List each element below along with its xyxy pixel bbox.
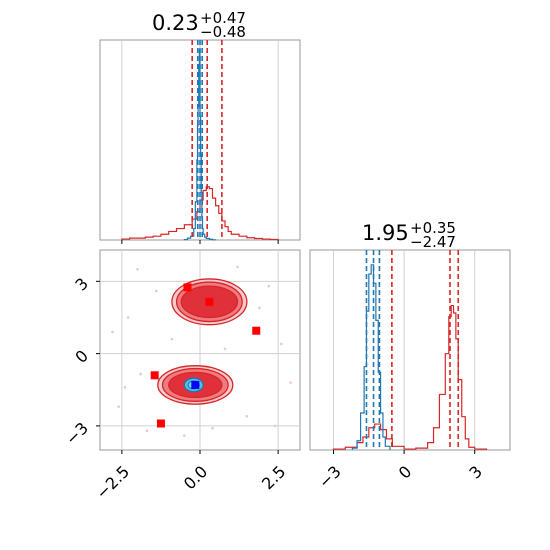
red-histogram-param2 bbox=[332, 304, 488, 450]
param2-title-minus: −2.47 bbox=[410, 233, 456, 251]
red-marker bbox=[252, 326, 261, 335]
scatter-point bbox=[126, 316, 130, 319]
param2-title: 1.95 bbox=[362, 221, 409, 245]
scatter-point bbox=[279, 342, 283, 346]
tick-label-param2-x: 3 bbox=[465, 462, 486, 483]
red-marker bbox=[150, 371, 159, 380]
scatter-point bbox=[223, 347, 227, 351]
param1-title: 0.23 bbox=[152, 11, 199, 35]
scatter-point bbox=[139, 372, 142, 376]
param1-title-plus: +0.47 bbox=[200, 9, 246, 27]
blue-histogram-param2 bbox=[351, 264, 391, 450]
tick-label-param2-x: −3 bbox=[315, 462, 345, 492]
tick-label-joint-x: 2.5 bbox=[258, 462, 289, 493]
scatter-point bbox=[273, 424, 277, 428]
scatter-point bbox=[245, 414, 249, 418]
param1-title-value: 0.23 bbox=[152, 11, 199, 35]
tick-label-joint-y: −3 bbox=[62, 418, 92, 448]
scatter-point bbox=[183, 434, 186, 437]
scatter-point bbox=[154, 289, 158, 293]
tick-label-joint-y: 3 bbox=[71, 274, 92, 295]
scatter-point bbox=[145, 429, 149, 433]
scatter-point bbox=[236, 265, 239, 269]
tick-label-joint-y: 0 bbox=[71, 346, 92, 367]
blue-marker bbox=[191, 380, 200, 389]
scatter-point bbox=[123, 386, 127, 389]
param1-title-minus: −0.48 bbox=[200, 23, 246, 41]
red-histogram-param1 bbox=[121, 186, 279, 241]
scatter-point bbox=[267, 284, 271, 288]
tick-label-param2-x: 0 bbox=[395, 462, 416, 483]
tick-label-joint-x: −2.5 bbox=[92, 462, 133, 503]
scatter-point bbox=[289, 381, 292, 384]
red-marker bbox=[156, 419, 165, 428]
scatter-point bbox=[111, 330, 114, 334]
tick-label-joint-x: 0.0 bbox=[180, 462, 211, 493]
scatter-point bbox=[117, 405, 121, 408]
red-marker bbox=[205, 297, 214, 306]
hist-panel-param2-frame bbox=[309, 249, 511, 451]
scatter-point bbox=[211, 427, 214, 430]
param2-title-value: 1.95 bbox=[362, 221, 409, 245]
scatter-point bbox=[136, 267, 139, 271]
param2-title-plus: +0.35 bbox=[410, 219, 456, 237]
red-marker bbox=[183, 283, 192, 292]
scatter-point bbox=[258, 306, 261, 310]
scatter-point bbox=[170, 337, 174, 341]
